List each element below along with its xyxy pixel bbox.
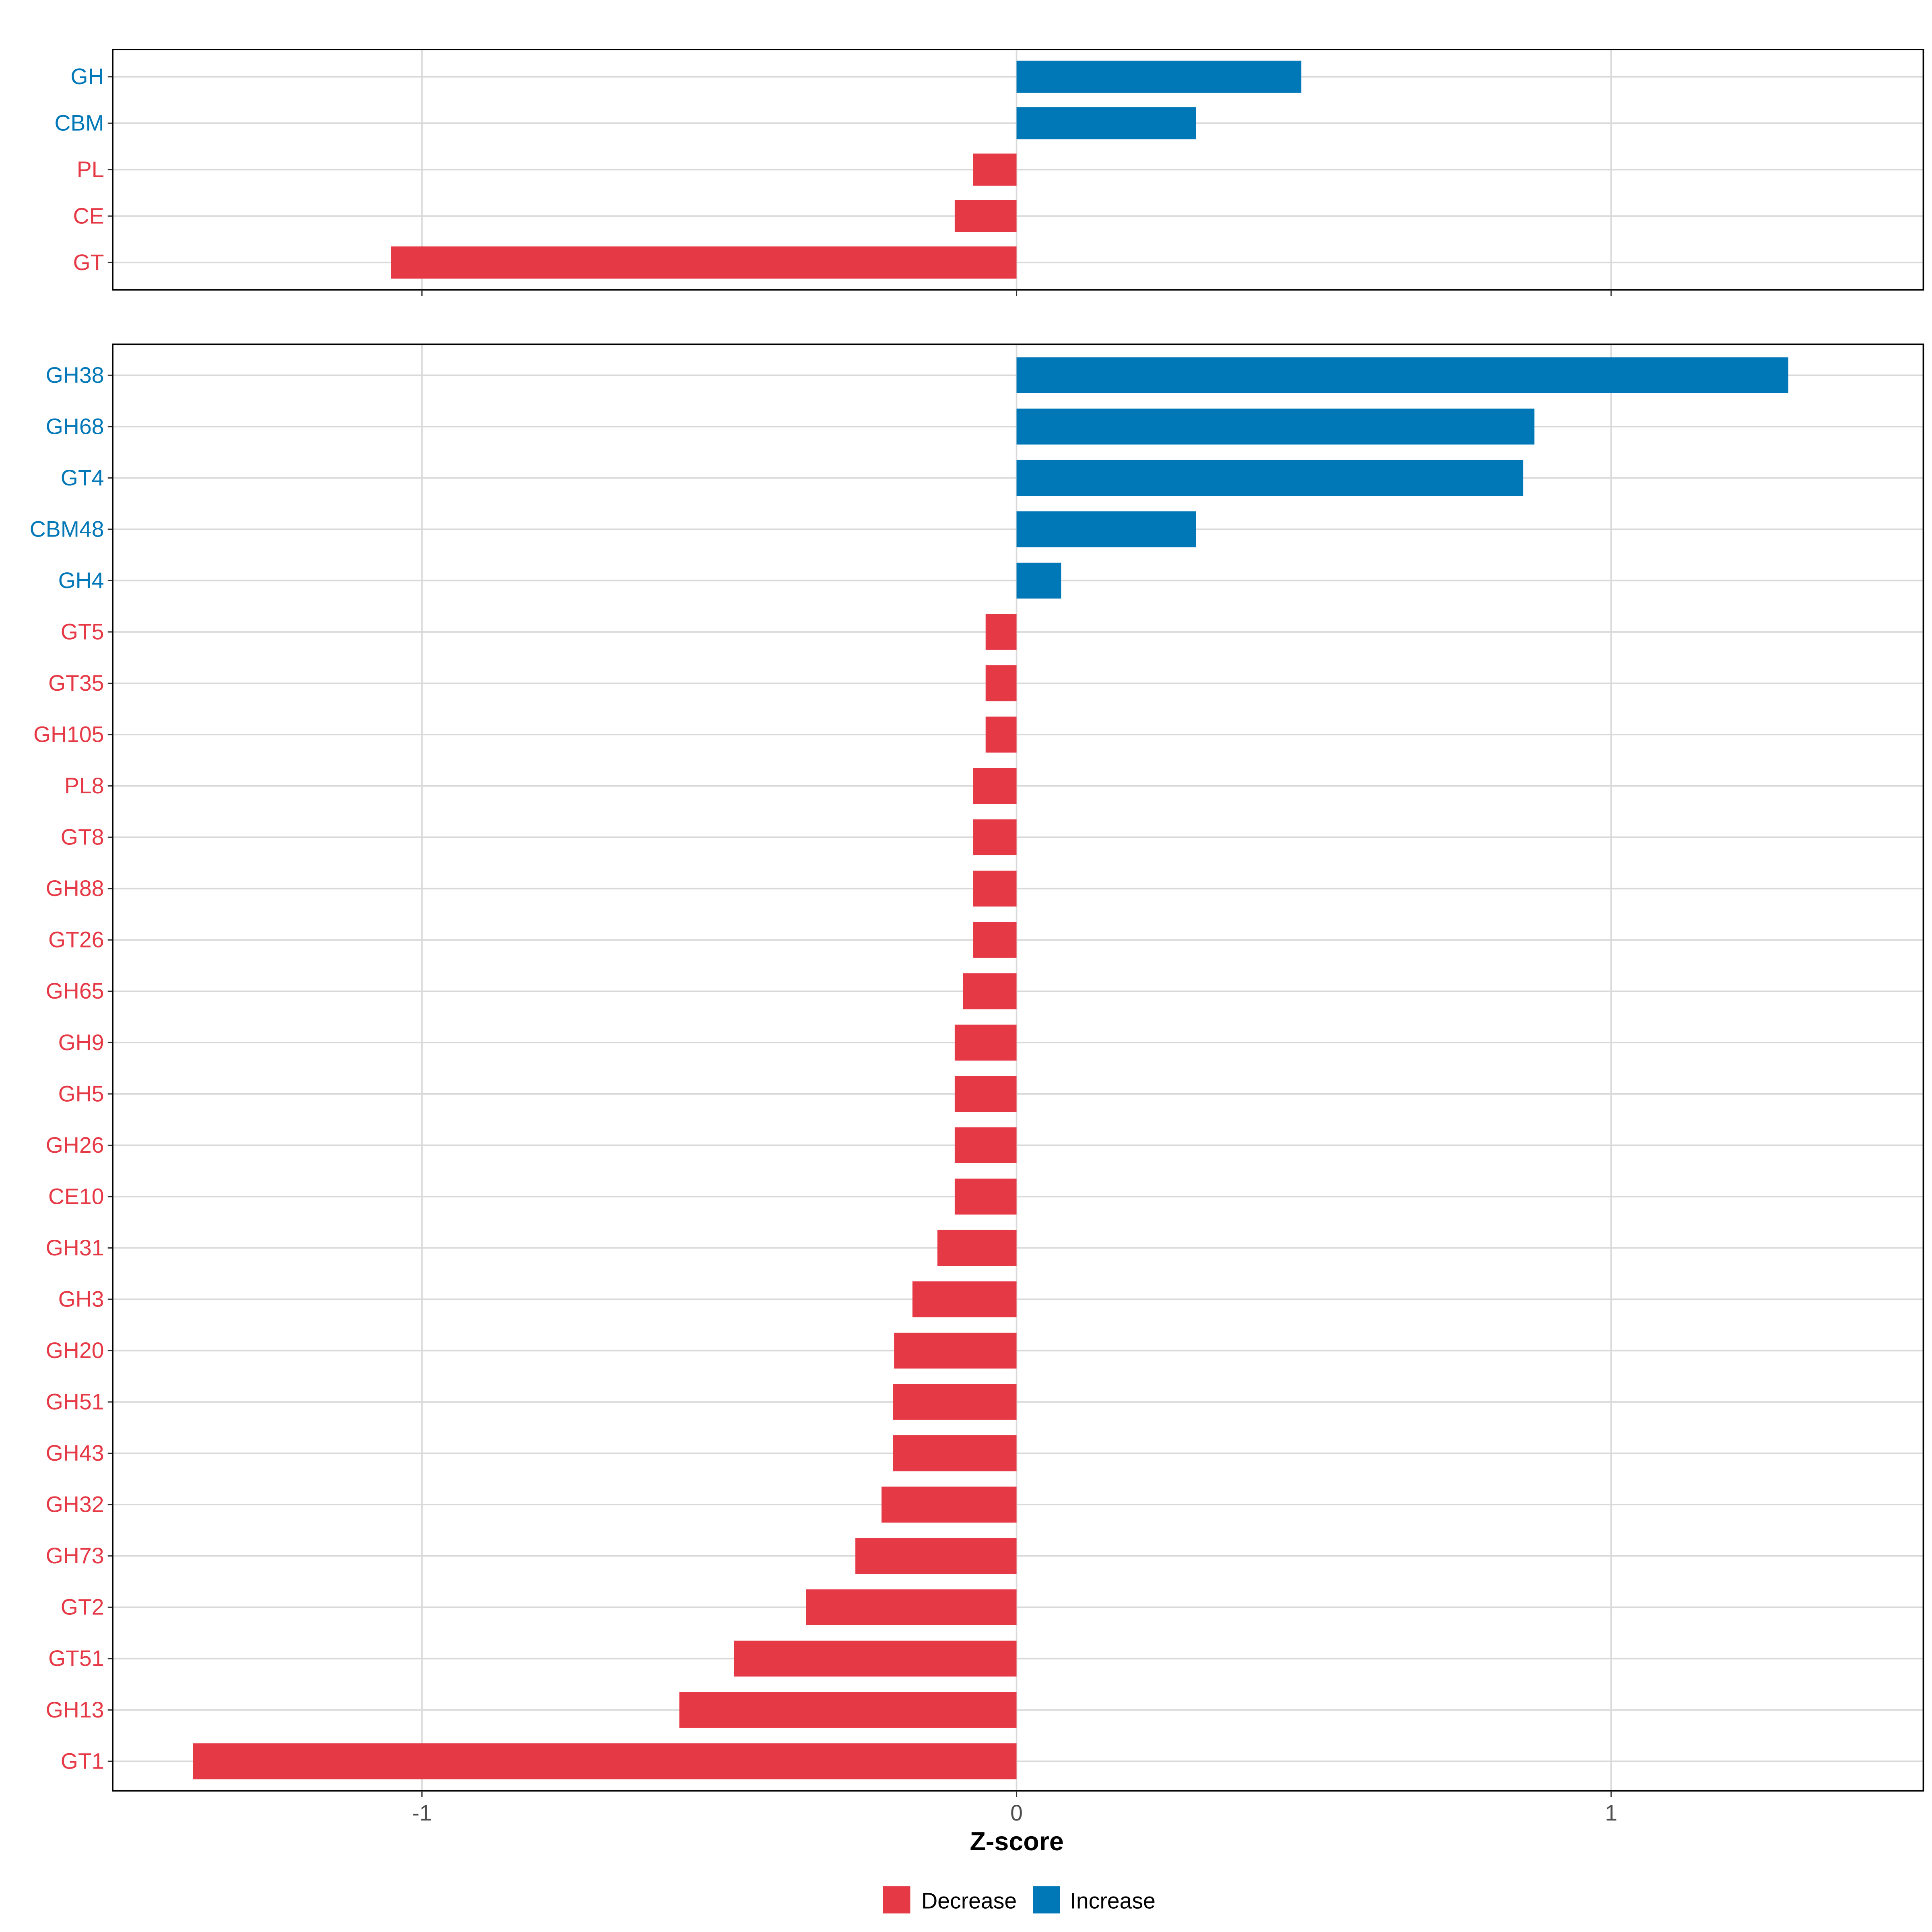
legend-swatch-decrease [883, 1886, 910, 1913]
category-label-pl8: PL8 [64, 773, 104, 798]
bar-gh [1016, 60, 1302, 93]
bar-gh73 [855, 1538, 1017, 1574]
category-label-gh5: GH5 [58, 1081, 104, 1106]
category-label-gt26: GT26 [48, 927, 104, 952]
category-label-pl: PL [77, 157, 104, 182]
category-label-gt35: GT35 [48, 671, 104, 696]
bar-gt2 [806, 1589, 1017, 1625]
x-tick-label: -1 [412, 1800, 432, 1825]
category-label-gh31: GH31 [46, 1235, 104, 1260]
category-label-gh73: GH73 [46, 1543, 104, 1568]
x-tick-label: 0 [1010, 1800, 1023, 1825]
category-label-gt5: GT5 [61, 619, 104, 644]
category-label-gh88: GH88 [46, 876, 104, 901]
bar-gh68 [1016, 409, 1535, 445]
category-label-gt51: GT51 [48, 1646, 104, 1671]
category-label-gh26: GH26 [46, 1133, 104, 1158]
category-label-gh68: GH68 [46, 414, 104, 439]
legend-label-decrease: Decrease [921, 1889, 1017, 1913]
category-label-gh20: GH20 [46, 1338, 104, 1363]
category-label-gh32: GH32 [46, 1492, 104, 1517]
bar-gh20 [894, 1332, 1017, 1369]
bar-cbm [1016, 107, 1196, 140]
category-label-gt1: GT1 [61, 1748, 104, 1773]
legend-label-increase: Increase [1070, 1889, 1155, 1913]
category-label-gt: GT [73, 250, 104, 275]
bar-gh65 [963, 973, 1017, 1009]
category-label-gh: GH [70, 64, 104, 89]
bar-gt26 [973, 922, 1017, 958]
category-label-gh13: GH13 [46, 1697, 104, 1722]
legend: Decrease Increase [883, 1886, 1156, 1913]
bar-gt1 [193, 1743, 1017, 1779]
bar-gh9 [954, 1024, 1017, 1061]
category-label-gh105: GH105 [33, 722, 104, 747]
bar-gt8 [973, 819, 1017, 855]
category-label-gh43: GH43 [46, 1441, 104, 1466]
bar-gh32 [881, 1486, 1017, 1523]
category-label-gt8: GT8 [61, 825, 104, 850]
bar-pl8 [973, 768, 1017, 804]
bar-gt5 [985, 614, 1017, 650]
bar-gh13 [679, 1692, 1017, 1728]
category-label-gh9: GH9 [58, 1030, 104, 1055]
x-tick-label: 1 [1605, 1800, 1617, 1825]
category-label-gh38: GH38 [46, 363, 104, 388]
bar-gh31 [937, 1230, 1017, 1266]
panel-top: GH CBM PL CE GT [54, 49, 1924, 296]
category-label-ce10: CE10 [48, 1184, 104, 1209]
bar-gh4 [1016, 562, 1061, 599]
bar-gh51 [893, 1384, 1017, 1420]
category-label-gt2: GT2 [61, 1595, 104, 1620]
x-axis-title: Z-score [970, 1827, 1063, 1856]
category-label-gt4: GT4 [61, 465, 104, 490]
category-label-gh4: GH4 [58, 568, 104, 593]
bar-gt [391, 246, 1017, 279]
bar-ce10 [954, 1179, 1017, 1215]
bar-gh43 [893, 1435, 1017, 1472]
bar-gh88 [973, 871, 1017, 907]
bar-cbm48 [1016, 511, 1196, 547]
bar-gh38 [1016, 357, 1789, 393]
category-label-cbm: CBM [54, 111, 104, 136]
bar-pl [973, 153, 1017, 186]
bar-gh26 [954, 1127, 1017, 1163]
bar-gh5 [954, 1076, 1017, 1112]
bar-ce [954, 200, 1017, 232]
bar-gt51 [734, 1641, 1017, 1677]
category-label-gh51: GH51 [46, 1389, 104, 1414]
category-label-cbm48: CBM48 [30, 516, 104, 541]
category-label-gh65: GH65 [46, 978, 104, 1003]
panel-bottom: GH38 GH68 GT4 CBM48 GH4 GT5 GT35 GH105 PL8 GT8 GH8… [30, 343, 1924, 1825]
legend-swatch-increase [1033, 1886, 1060, 1913]
category-label-gh3: GH3 [58, 1286, 104, 1311]
bar-gh105 [985, 716, 1017, 753]
bar-gt4 [1016, 460, 1523, 496]
category-label-ce: CE [73, 203, 104, 228]
panel-border [112, 49, 1924, 291]
bar-gh3 [912, 1281, 1017, 1317]
panel-border [112, 343, 1924, 1792]
bar-gt35 [985, 665, 1017, 702]
